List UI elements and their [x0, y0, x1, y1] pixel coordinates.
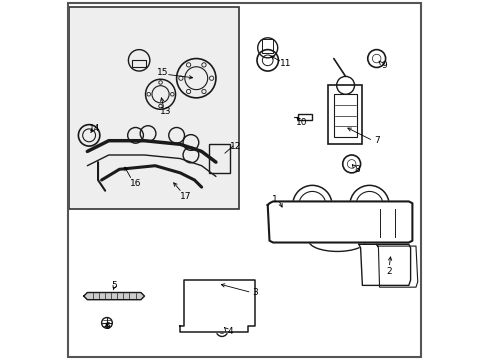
Bar — [262, 39, 272, 53]
Polygon shape — [267, 202, 411, 243]
Polygon shape — [358, 244, 410, 285]
Polygon shape — [83, 293, 144, 300]
Bar — [132, 60, 146, 67]
Text: 9: 9 — [380, 61, 386, 70]
Bar — [333, 94, 356, 137]
Text: 4: 4 — [227, 327, 233, 336]
Bar — [69, 7, 239, 208]
Text: 10: 10 — [295, 118, 307, 127]
Text: 13: 13 — [160, 107, 171, 116]
Text: 5: 5 — [111, 281, 117, 290]
Text: 14: 14 — [89, 124, 100, 133]
Text: 16: 16 — [129, 179, 141, 188]
Text: 12: 12 — [229, 141, 241, 150]
Text: 6: 6 — [104, 322, 110, 331]
Bar — [298, 113, 312, 120]
Text: 1: 1 — [271, 195, 277, 204]
Polygon shape — [180, 280, 255, 332]
Text: 7: 7 — [373, 136, 379, 145]
Text: 2: 2 — [386, 267, 391, 276]
Text: 11: 11 — [279, 59, 291, 68]
Text: 17: 17 — [180, 192, 191, 201]
Bar — [208, 144, 230, 173]
Text: 15: 15 — [156, 68, 168, 77]
Bar — [328, 85, 362, 144]
Text: 3: 3 — [252, 288, 258, 297]
Text: 8: 8 — [353, 165, 359, 174]
